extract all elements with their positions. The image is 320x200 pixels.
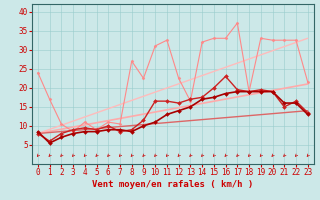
X-axis label: Vent moyen/en rafales ( km/h ): Vent moyen/en rafales ( km/h ) xyxy=(92,180,253,189)
